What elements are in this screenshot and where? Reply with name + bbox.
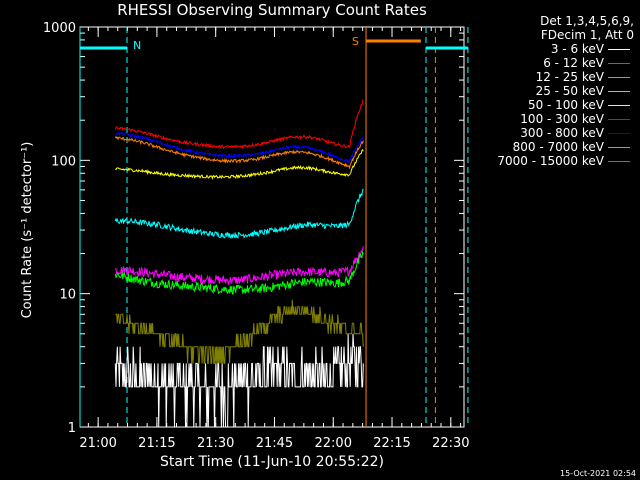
x-tick-label: 22:00: [315, 436, 352, 451]
legend-item: 100 - 300 keV: [472, 112, 638, 126]
legend-label: 300 - 800 keV: [520, 126, 604, 140]
legend-swatch: [608, 133, 630, 134]
legend-item: 25 - 50 keV: [472, 84, 638, 98]
legend-label: 25 - 50 keV: [535, 84, 604, 98]
series-line-800-7000keV: [114, 135, 364, 170]
legend-label: 50 - 100 keV: [527, 98, 604, 112]
legend-swatch: [608, 147, 630, 148]
legend-item: 800 - 7000 keV: [472, 140, 638, 154]
x-tick-label: 21:15: [138, 436, 175, 451]
y-tick-label: 1: [68, 421, 76, 436]
legend-swatch: [608, 161, 630, 162]
y-tick-label: 100: [51, 154, 76, 169]
y-tick-label: 10: [59, 288, 76, 303]
saa-marker-label: S: [352, 35, 359, 48]
x-tick-label: 22:15: [373, 436, 410, 451]
legend-label: 12 - 25 keV: [535, 70, 604, 84]
legend-swatch: [608, 105, 630, 106]
legend-label: 7000 - 15000 keV: [497, 154, 604, 168]
series-line-300-800keV: [114, 131, 364, 164]
legend-header-line-2: FDecim 1, Att 0: [540, 28, 634, 42]
x-tick-label: 21:45: [256, 436, 293, 451]
legend-swatch: [608, 49, 630, 50]
legend-item: 6 - 12 keV: [472, 56, 638, 70]
legend-item: 12 - 25 keV: [472, 70, 638, 84]
legend-swatch: [608, 119, 630, 120]
legend-swatch: [608, 91, 630, 92]
series-line-6-12keV: [114, 246, 364, 285]
legend-swatch: [608, 63, 630, 64]
series-line-3-6keV: [114, 333, 364, 428]
x-axis-label: Start Time (11-Jun-10 20:55:22): [160, 454, 384, 470]
legend-item: 300 - 800 keV: [472, 126, 638, 140]
y-tick-label: 1000: [43, 21, 76, 36]
legend-label: 6 - 12 keV: [543, 56, 604, 70]
legend-label: 800 - 7000 keV: [512, 140, 604, 154]
legend-label: 3 - 6 keV: [550, 42, 604, 56]
y-axis-label: Count Rate (s⁻¹ detector⁻¹): [20, 141, 35, 319]
x-tick-label: 21:30: [197, 436, 234, 451]
legend-item: 7000 - 15000 keV: [472, 154, 638, 168]
timestamp: 15-Oct-2021 02:54: [560, 469, 636, 478]
legend-swatch: [608, 77, 630, 78]
x-tick-label: 22:30: [432, 436, 469, 451]
night-marker-label: N: [133, 39, 141, 52]
series-line-12-25keV: [114, 250, 364, 295]
legend-item: 3 - 6 keV: [472, 42, 638, 56]
chart-title: RHESSI Observing Summary Count Rates: [117, 1, 427, 19]
series-line-50-100keV: [114, 148, 364, 181]
series-line-100-300keV: [114, 99, 364, 150]
legend-label: 100 - 300 keV: [520, 112, 604, 126]
x-tick-label: 21:00: [79, 436, 116, 451]
legend: Det 1,3,4,5,6,9, FDecim 1, Att 0 3 - 6 k…: [472, 14, 638, 168]
series-line-7000-15000keV: [115, 299, 364, 364]
legend-item: 50 - 100 keV: [472, 98, 638, 112]
series-line-25-50keV: [114, 188, 364, 240]
legend-header-line-1: Det 1,3,4,5,6,9,: [540, 14, 634, 28]
